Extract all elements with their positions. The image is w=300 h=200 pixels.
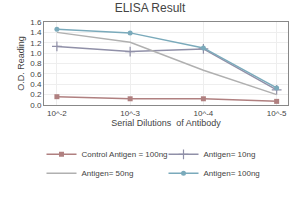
svg-text:10^-2: 10^-2 bbox=[47, 109, 67, 118]
svg-text:1.0: 1.0 bbox=[30, 49, 42, 58]
svg-text:0.0: 0.0 bbox=[30, 101, 42, 110]
svg-text:1.4: 1.4 bbox=[30, 28, 42, 37]
svg-text:Antigen= 50ng: Antigen= 50ng bbox=[82, 169, 134, 178]
svg-text:0.4: 0.4 bbox=[30, 80, 42, 89]
svg-text:ELISA Result: ELISA Result bbox=[115, 1, 186, 15]
svg-text:1.2: 1.2 bbox=[30, 39, 42, 48]
svg-text:0.8: 0.8 bbox=[30, 59, 42, 68]
svg-text:O.D. Reading: O.D. Reading bbox=[16, 36, 26, 91]
svg-text:Antigen= 10ng: Antigen= 10ng bbox=[204, 150, 256, 159]
svg-text:10^-4: 10^-4 bbox=[194, 109, 214, 118]
svg-text:Antigen= 100ng: Antigen= 100ng bbox=[204, 169, 260, 178]
svg-text:1.6: 1.6 bbox=[30, 18, 42, 27]
svg-text:10^-5: 10^-5 bbox=[267, 109, 287, 118]
svg-text:0.6: 0.6 bbox=[30, 70, 42, 79]
svg-text:Serial Dilutions of Antibody: Serial Dilutions of Antibody bbox=[111, 118, 221, 128]
svg-text:10^-3: 10^-3 bbox=[120, 109, 140, 118]
svg-text:Control Antigen = 100ng: Control Antigen = 100ng bbox=[82, 150, 168, 159]
svg-text:0.2: 0.2 bbox=[30, 90, 42, 99]
